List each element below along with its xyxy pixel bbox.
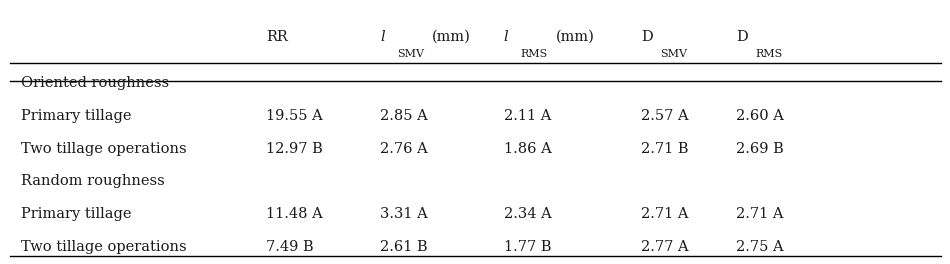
Text: Random roughness: Random roughness [21, 174, 164, 188]
Text: 2.85 A: 2.85 A [380, 109, 428, 123]
Text: RMS: RMS [755, 49, 783, 59]
Text: 2.71 A: 2.71 A [641, 207, 689, 221]
Text: (mm): (mm) [556, 30, 595, 44]
Text: Primary tillage: Primary tillage [21, 207, 131, 221]
Text: SMV: SMV [397, 49, 424, 59]
Text: 19.55 A: 19.55 A [266, 109, 323, 123]
Text: 7.49 B: 7.49 B [266, 240, 314, 254]
Text: 2.69 B: 2.69 B [736, 142, 784, 155]
Text: D: D [641, 30, 653, 44]
Text: 1.77 B: 1.77 B [504, 240, 551, 254]
Text: 3.31 A: 3.31 A [380, 207, 428, 221]
Text: Primary tillage: Primary tillage [21, 109, 131, 123]
Text: 2.11 A: 2.11 A [504, 109, 551, 123]
Text: 2.76 A: 2.76 A [380, 142, 428, 155]
Text: l: l [380, 30, 385, 44]
Text: 2.61 B: 2.61 B [380, 240, 428, 254]
Text: 2.77 A: 2.77 A [641, 240, 689, 254]
Text: 11.48 A: 11.48 A [266, 207, 323, 221]
Text: (mm): (mm) [432, 30, 471, 44]
Text: RR: RR [266, 30, 288, 44]
Text: 12.97 B: 12.97 B [266, 142, 323, 155]
Text: SMV: SMV [660, 49, 687, 59]
Text: 2.71 B: 2.71 B [641, 142, 689, 155]
Text: Oriented roughness: Oriented roughness [21, 76, 169, 90]
Text: RMS: RMS [521, 49, 548, 59]
Text: 1.86 A: 1.86 A [504, 142, 551, 155]
Text: 2.71 A: 2.71 A [736, 207, 784, 221]
Text: Two tillage operations: Two tillage operations [21, 142, 186, 155]
Text: Two tillage operations: Two tillage operations [21, 240, 186, 254]
Text: l: l [504, 30, 508, 44]
Text: 2.57 A: 2.57 A [641, 109, 689, 123]
Text: 2.60 A: 2.60 A [736, 109, 784, 123]
Text: D: D [736, 30, 748, 44]
Text: 2.34 A: 2.34 A [504, 207, 551, 221]
Text: 2.75 A: 2.75 A [736, 240, 784, 254]
